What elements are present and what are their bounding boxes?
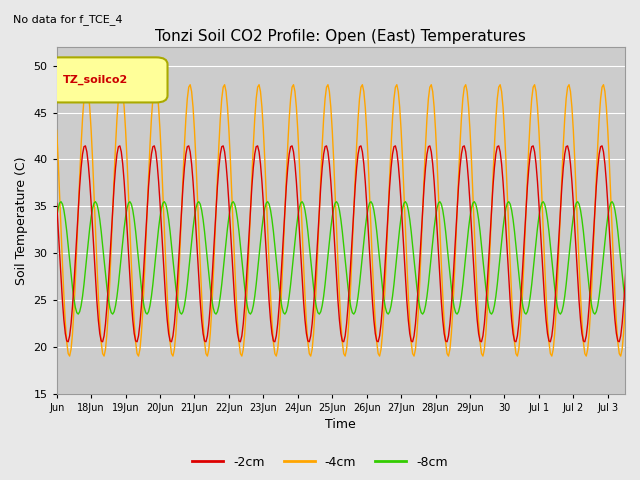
- Title: Tonzi Soil CO2 Profile: Open (East) Temperatures: Tonzi Soil CO2 Profile: Open (East) Temp…: [156, 29, 526, 44]
- Text: TZ_soilco2: TZ_soilco2: [62, 75, 127, 85]
- X-axis label: Time: Time: [326, 419, 356, 432]
- Text: No data for f_TCE_4: No data for f_TCE_4: [13, 14, 122, 25]
- Legend: -2cm, -4cm, -8cm: -2cm, -4cm, -8cm: [187, 451, 453, 474]
- Y-axis label: Soil Temperature (C): Soil Temperature (C): [15, 156, 28, 285]
- FancyBboxPatch shape: [48, 58, 168, 102]
